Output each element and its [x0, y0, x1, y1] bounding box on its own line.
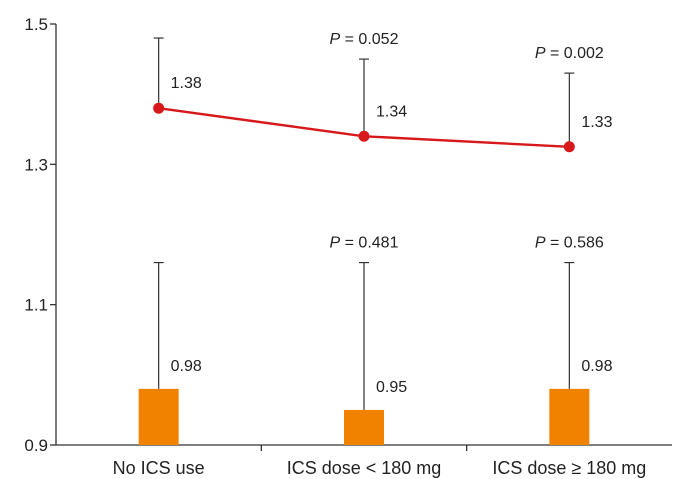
y-tick-label: 1.5 [24, 15, 48, 34]
y-tick-label: 1.3 [24, 155, 48, 174]
x-tick-label: ICS dose ≥ 180 mg [492, 458, 646, 478]
line-p-value-label: P = 0.002 [535, 45, 604, 62]
x-tick-label: ICS dose < 180 mg [287, 458, 442, 478]
bar [344, 409, 384, 445]
bar [549, 388, 590, 445]
y-tick-label: 1.1 [24, 296, 48, 315]
bar-data-label: 0.98 [581, 358, 612, 375]
labels: 0.98 0.95 P = 0.481 0.98 P = 0.586 1.38 1.34 P … [171, 31, 613, 396]
line-data-label: 1.33 [581, 114, 612, 131]
line-point [153, 102, 165, 114]
line-point [563, 141, 575, 153]
bar-data-label: 0.95 [376, 379, 407, 396]
bar-p-value-label: P = 0.586 [535, 235, 604, 252]
bar-series [138, 261, 590, 445]
bar [138, 388, 179, 445]
line-p-value-label: P = 0.052 [330, 31, 399, 48]
line-data-label: 1.34 [376, 103, 407, 120]
x-tick-label: No ICS use [113, 458, 205, 478]
line-series [153, 37, 575, 153]
line-point [358, 130, 370, 142]
bar-data-label: 0.98 [171, 358, 202, 375]
line-data-label: 1.38 [171, 75, 202, 92]
y-tick-label: 0.9 [24, 436, 48, 455]
bar-p-value-label: P = 0.481 [330, 235, 399, 252]
